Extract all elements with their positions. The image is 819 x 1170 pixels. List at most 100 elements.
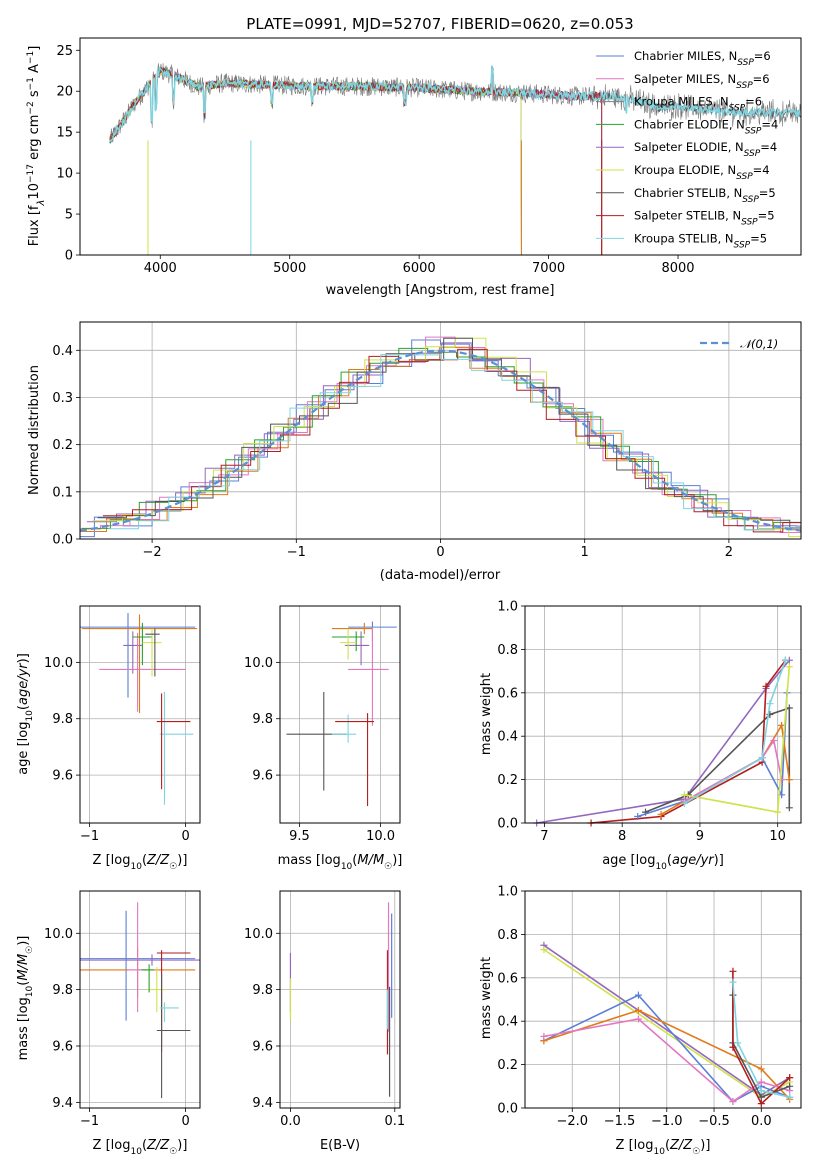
model-spectrum-kroupa_stelib [109, 65, 801, 143]
y-tick-label: 1.0 [497, 600, 518, 615]
normal-curve [80, 349, 801, 532]
x-tick-label: −2 [143, 545, 162, 560]
y-tick-label: 0.2 [497, 773, 518, 788]
x-tick-label: 5000 [273, 261, 306, 276]
weight-marker [785, 704, 793, 712]
y-axis-label: Flux [fλ10−17 erg cm−2 s−1 A−1] [26, 46, 47, 247]
y-tick-label: 9.8 [252, 983, 273, 998]
y-tick-label: 10.0 [244, 656, 273, 671]
x-tick-label: 1 [581, 545, 589, 560]
y-tick-label: 0.2 [497, 1058, 518, 1073]
x-tick-label: 0.0 [751, 1114, 772, 1129]
weight-marker [540, 946, 548, 954]
x-tick-label: −1 [287, 545, 306, 560]
legend-label: Chabrier MILES, NSSP=6 [634, 49, 771, 68]
x-axis-label: age [log10(age/yr)] [602, 853, 724, 872]
y-tick-label: 0.6 [497, 971, 518, 986]
weight-marker [778, 776, 786, 784]
x-tick-label: 8 [618, 829, 626, 844]
weight-marker [634, 1006, 642, 1014]
x-tick-label: −1 [80, 829, 99, 844]
weight-marker [757, 1078, 765, 1086]
legend-label: Salpeter ELODIE, NSSP=4 [634, 140, 777, 159]
y-tick-label: 0.4 [52, 344, 73, 359]
y-tick-label: 0.6 [497, 686, 518, 701]
x-tick-label: 8000 [661, 261, 694, 276]
x-axis-label: E(B-V) [320, 1138, 360, 1153]
plot-residuals: −2 −1 0 1 2 0.0 0.1 0.2 0.3 0.4 𝒩(0,1) (data-model)… [27, 321, 802, 583]
x-tick-label: −2.0 [556, 1114, 588, 1129]
weight-marker [634, 991, 642, 999]
x-tick-label: 0 [181, 829, 189, 844]
y-tick-label: 9.8 [252, 712, 273, 727]
y-tick-label: 25 [56, 44, 73, 59]
legend-label: Chabrier ELODIE, NSSP=4 [634, 117, 778, 136]
weight-marker [770, 737, 778, 745]
y-tick-label: 9.8 [52, 712, 73, 727]
y-tick-label: 0.0 [497, 1102, 518, 1117]
y-tick-label: 0.8 [497, 643, 518, 658]
weight-marker [540, 1032, 548, 1040]
x-tick-label: 9.5 [289, 829, 310, 844]
axes-frame [524, 605, 802, 824]
weight-line-salpeter_elodie [536, 659, 790, 824]
y-axis-label: age [log10(age/yr)] [16, 653, 35, 775]
y-tick-label: 0.3 [52, 391, 73, 406]
axes-frame [79, 321, 802, 540]
weight-marker [729, 1097, 737, 1105]
y-tick-label: 1.0 [497, 885, 518, 900]
plot-area [80, 336, 801, 538]
plot-area [286, 621, 397, 807]
legend-label: Kroupa ELODIE, NSSP=4 [634, 163, 770, 182]
legend-label: Salpeter MILES, NSSP=6 [634, 72, 770, 91]
y-tick-label: 9.8 [52, 983, 73, 998]
histogram-chabrier_stelib [97, 337, 801, 528]
y-tick-label: 0.2 [52, 438, 73, 453]
weight-marker [785, 663, 793, 671]
x-tick-label: 0 [181, 1114, 189, 1129]
plot-spectrum: 4000 5000 6000 7000 8000 0 5 10 15 20 25 wavelength… [26, 37, 802, 298]
y-tick-label: 0.4 [497, 1015, 518, 1030]
weight-marker [766, 700, 774, 708]
plots-layer: 4000 5000 6000 7000 80000510152025wavelength… [16, 37, 802, 1157]
x-tick-label: −0.5 [698, 1114, 730, 1129]
weight-marker [680, 791, 688, 799]
weight-marker [757, 1093, 765, 1101]
plot-mass_vs_ebv: 0.0 0.1 9.4 9.6 9.8 10.0 E(B-V) [244, 890, 405, 1153]
x-tick-label: 0.1 [384, 1114, 405, 1129]
x-tick-label: 2 [725, 545, 733, 560]
y-tick-label: 9.6 [52, 769, 73, 784]
weight-marker [680, 799, 688, 807]
y-tick-label: 0.8 [497, 928, 518, 943]
x-tick-label: 0.0 [280, 1114, 301, 1129]
plot-age_vs_mass: 9.5 10.0 9.6 9.8 10.0 mass [log10(M/M☉)] [244, 605, 403, 872]
x-tick-label: 7000 [532, 261, 565, 276]
x-tick-label: 7 [540, 829, 548, 844]
x-axis-label: (data-model)/error [380, 568, 501, 583]
weight-marker [757, 1100, 765, 1108]
y-tick-label: 9.4 [52, 1096, 73, 1111]
weight-line-orange [543, 1009, 791, 1100]
x-axis-label: wavelength [Angstrom, rest frame] [326, 283, 555, 298]
plot-mass_vs_z: −1 0 9.4 9.6 9.8 10.0 Z [log10(Z/Z☉)] mass [log… [16, 890, 201, 1157]
weight-marker [657, 810, 665, 818]
x-tick-label: −1.0 [651, 1114, 683, 1129]
legend-label: Salpeter STELIB, NSSP=5 [634, 209, 775, 228]
x-tick-label: 4000 [144, 261, 177, 276]
histogram-chabrier_elodie [81, 347, 801, 531]
weight-line-kroupa_stelib [683, 660, 787, 805]
plot-age_vs_z: −1 0 9.6 9.8 10.0 Z [log10(Z/Z☉)] age [log10(a… [16, 605, 201, 872]
plot-area [80, 902, 200, 1099]
y-tick-label: 0.0 [497, 817, 518, 832]
figure-title: PLATE=0991, MJD=52707, FIBERID=0620, z=0… [246, 15, 633, 33]
x-axis-label: mass [log10(M/M☉)] [278, 853, 403, 872]
weight-marker [758, 754, 766, 762]
axes-frame [524, 890, 802, 1109]
weight-line-salpeter_miles [684, 738, 783, 802]
x-tick-label: −1 [80, 1114, 99, 1129]
weight-marker [774, 808, 782, 816]
legend-label-normal: 𝒩(0,1) [740, 337, 778, 351]
weight-marker [634, 812, 642, 820]
weight-marker [786, 1074, 794, 1082]
